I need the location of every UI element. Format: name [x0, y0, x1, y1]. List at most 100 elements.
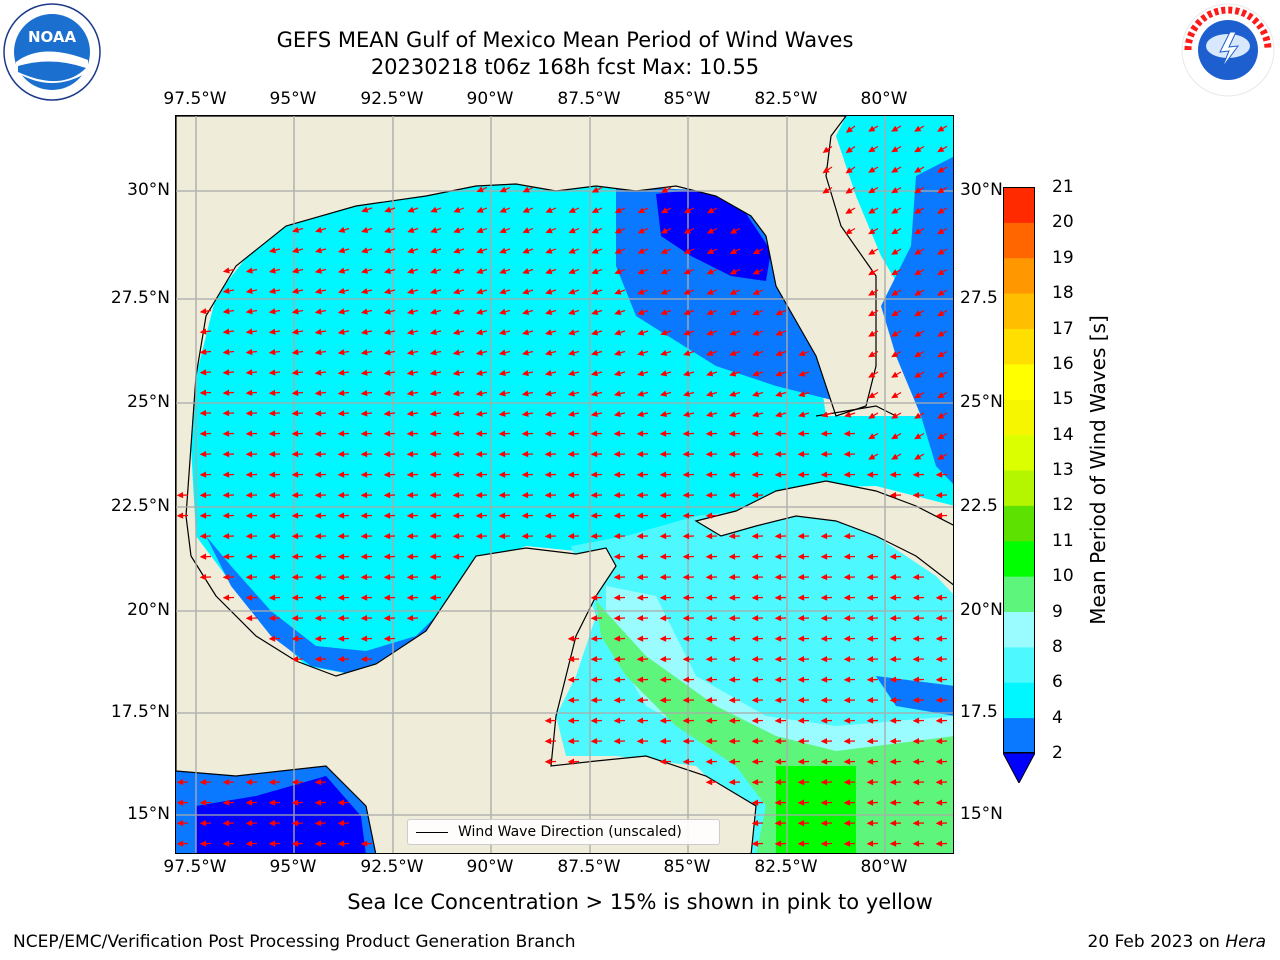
- wave-arrow-head: [774, 779, 782, 786]
- wave-arrow-head: [866, 779, 874, 786]
- wave-arrow-head: [751, 594, 759, 601]
- wave-arrow-head: [314, 512, 322, 519]
- wave-arrow-head: [682, 451, 690, 458]
- wave-arrow-head: [291, 328, 299, 335]
- wave-arrow-head: [498, 492, 506, 499]
- wave-arrow-head: [545, 288, 553, 295]
- wave-arrow-head: [384, 206, 392, 213]
- wave-arrow-head: [935, 697, 943, 704]
- wave-arrow-head: [545, 268, 553, 275]
- wave-arrow-head: [591, 309, 599, 315]
- wave-arrow-head: [498, 369, 506, 377]
- wave-arrow-head: [544, 758, 552, 765]
- wave-arrow-head: [314, 779, 322, 786]
- wave-arrow-head: [797, 615, 805, 622]
- wave-arrow-head: [889, 492, 897, 499]
- wave-arrow-head: [751, 656, 759, 663]
- wave-arrow-head: [222, 451, 230, 458]
- wave-arrow-head: [545, 247, 553, 254]
- wave-arrow-head: [475, 390, 483, 397]
- wave-arrow-head: [245, 615, 253, 622]
- wave-arrow-head: [774, 553, 782, 560]
- wave-arrow-head: [728, 758, 736, 765]
- wave-arrow-head: [728, 676, 736, 683]
- wave-arrow-head: [522, 268, 530, 275]
- wave-arrow-head: [406, 533, 414, 540]
- wave-arrow-head: [567, 676, 575, 683]
- wave-arrow-head: [476, 186, 484, 193]
- wave-arrow-head: [889, 656, 897, 663]
- wave-arrow-head: [314, 451, 322, 458]
- colorbar-tick: 10: [1052, 566, 1074, 587]
- wave-arrow-head: [360, 615, 368, 622]
- x-tick-top: 80°W: [860, 89, 908, 109]
- colorbar-segment: [1003, 470, 1035, 506]
- wave-arrow-head: [360, 451, 368, 458]
- wave-arrow-head: [567, 512, 575, 519]
- wave-arrow-head: [659, 390, 668, 397]
- wave-arrow-head: [268, 308, 276, 315]
- wave-arrow-head: [868, 453, 876, 460]
- wave-arrow-head: [843, 779, 851, 786]
- wave-arrow-head: [545, 308, 553, 315]
- wave-arrow-head: [682, 758, 690, 765]
- wave-arrow-head: [706, 207, 715, 214]
- wave-arrow-head: [521, 533, 529, 540]
- wave-arrow-head: [199, 492, 207, 499]
- wave-arrow-head: [636, 410, 644, 418]
- wave-arrow-head: [499, 227, 507, 234]
- colorbar-tick: 20: [1052, 212, 1074, 233]
- wave-arrow-head: [843, 430, 851, 437]
- wave-arrow-head: [935, 820, 943, 827]
- wave-arrow-head: [383, 288, 392, 295]
- wave-arrow-head: [544, 533, 552, 540]
- wave-arrow-head: [935, 799, 943, 806]
- wave-arrow-head: [475, 349, 483, 356]
- wave-arrow-head: [705, 656, 713, 663]
- wave-arrow-head: [637, 370, 645, 377]
- wave-arrow-head: [176, 799, 184, 806]
- wave-arrow-head: [430, 247, 438, 254]
- wave-arrow-head: [775, 350, 783, 357]
- wave-arrow-head: [590, 512, 598, 519]
- wave-arrow-head: [659, 635, 667, 642]
- wave-arrow-head: [660, 370, 668, 377]
- wave-arrow-head: [937, 330, 945, 337]
- wave-arrow-head: [314, 492, 322, 499]
- wave-arrow-head: [914, 392, 922, 399]
- wave-arrow-head: [797, 574, 805, 581]
- wave-arrow-head: [613, 676, 621, 683]
- wave-arrow-head: [498, 390, 506, 397]
- wave-arrow-head: [613, 574, 621, 581]
- colorbar-segment: [1003, 293, 1035, 329]
- wave-arrow-head: [797, 717, 805, 724]
- wave-arrow-head: [567, 656, 575, 663]
- wave-arrow-head: [245, 410, 253, 417]
- wave-arrow-head: [891, 125, 899, 132]
- wave-arrow-head: [475, 430, 483, 437]
- wave-arrow-head: [705, 492, 713, 499]
- wave-arrow-head: [613, 553, 621, 560]
- wave-arrow-head: [337, 533, 345, 540]
- wave-arrow-head: [268, 820, 276, 827]
- wave-arrow-head: [406, 594, 414, 601]
- wave-arrow-head: [705, 779, 713, 786]
- wave-arrow-head: [866, 738, 874, 745]
- wave-arrow-head: [521, 410, 529, 417]
- wave-arrow-head: [728, 492, 736, 499]
- wave-arrow-head: [774, 574, 782, 581]
- wave-arrow-head: [797, 758, 805, 765]
- wave-arrow-head: [660, 248, 668, 254]
- wave-arrow-head: [406, 492, 414, 499]
- wave-arrow-head: [498, 533, 506, 540]
- wave-arrow-head: [729, 268, 737, 275]
- wave-arrow-head: [636, 492, 644, 499]
- wave-arrow-head: [360, 288, 368, 295]
- wave-arrow-head: [268, 779, 276, 786]
- wave-arrow-head: [774, 430, 782, 437]
- campeche-blue: [206, 536, 476, 676]
- wave-arrow-head: [590, 697, 598, 704]
- wave-arrow-head: [912, 492, 920, 499]
- wave-arrow-head: [544, 471, 552, 478]
- wave-arrow-head: [337, 615, 345, 622]
